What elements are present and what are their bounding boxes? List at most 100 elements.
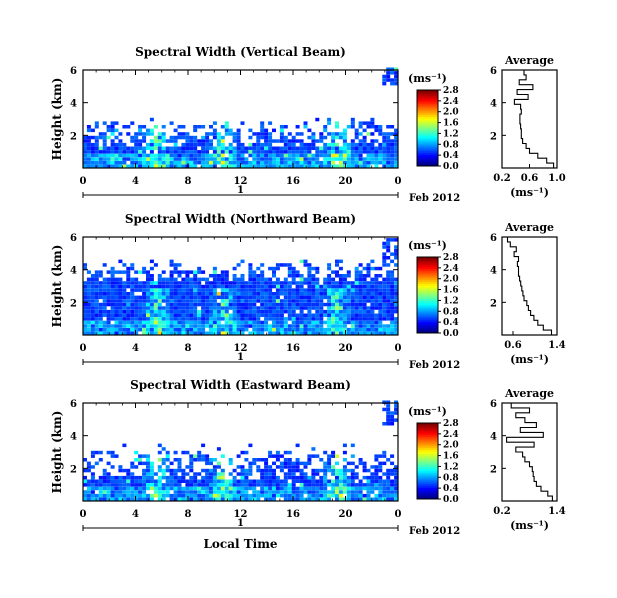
heatmap-cell	[110, 132, 115, 136]
heatmap-cell	[378, 327, 383, 332]
heatmap-cell	[216, 313, 221, 317]
heatmap-cell	[311, 313, 316, 317]
heatmap-cell	[252, 274, 257, 278]
heatmap-cell	[212, 472, 217, 476]
heatmap-cell	[205, 497, 210, 501]
heatmap-cell	[228, 327, 233, 332]
heatmap-cell	[130, 295, 135, 300]
heatmap-cell	[220, 309, 225, 314]
heatmap-cell	[382, 450, 387, 455]
heatmap-cell	[248, 292, 253, 296]
heatmap-cell	[244, 497, 249, 501]
heatmap-cell	[354, 164, 359, 168]
heatmap-cell	[189, 150, 194, 154]
heatmap-cell	[149, 493, 154, 498]
heatmap-cell	[102, 164, 107, 168]
heatmap-cell	[201, 295, 206, 300]
heatmap-cell	[279, 150, 284, 154]
heatmap-cell	[260, 128, 265, 133]
heatmap-cell	[146, 327, 150, 332]
heatmap-cell	[216, 157, 221, 161]
heatmap-cell	[287, 281, 292, 285]
heatmap-cell	[315, 270, 320, 274]
heatmap-cell	[315, 306, 320, 310]
heatmap-cell	[350, 288, 355, 292]
heatmap-cell	[315, 331, 320, 335]
heatmap-cell	[142, 490, 147, 494]
heatmap-cell	[248, 164, 253, 168]
heatmap-cell	[350, 324, 355, 328]
heatmap-cell	[146, 331, 150, 335]
heatmap-cell	[279, 313, 284, 317]
heatmap-cell	[138, 281, 143, 285]
heatmap-cell	[165, 317, 170, 321]
heatmap-cell	[177, 153, 182, 158]
heatmap-cell	[83, 281, 87, 285]
heatmap-cell	[366, 295, 371, 300]
heatmap-cell	[153, 263, 158, 267]
heatmap-cell	[335, 132, 339, 136]
heatmap-cell	[118, 281, 123, 285]
heatmap-cell	[394, 146, 399, 150]
heatmap-cell	[394, 306, 399, 310]
heatmap-cell	[370, 281, 375, 285]
heatmap-cell	[94, 461, 99, 466]
heatmap-cell	[386, 295, 391, 300]
heatmap-cell	[240, 277, 245, 282]
heatmap-cell	[142, 132, 147, 136]
x-tick-label: 0	[80, 343, 87, 354]
colorbar-segment	[417, 109, 438, 112]
heatmap-cell	[335, 475, 339, 480]
heatmap-cell	[177, 475, 182, 480]
heatmap-cell	[366, 121, 371, 125]
heatmap-cell	[98, 295, 103, 300]
heatmap-cell	[177, 284, 182, 289]
heatmap-cell	[248, 465, 253, 469]
heatmap-cell	[157, 317, 162, 321]
heatmap-cell	[86, 281, 91, 285]
heatmap-cell	[386, 142, 391, 147]
y-tick-label: 4	[70, 432, 77, 443]
heatmap-cell	[185, 281, 190, 285]
heatmap-cell	[291, 309, 296, 314]
heatmap-cell	[90, 317, 95, 321]
heatmap-cell	[260, 263, 265, 267]
heatmap-cell	[94, 284, 99, 289]
heatmap-cell	[260, 302, 265, 307]
heatmap-cell	[256, 142, 261, 147]
heatmap-cell	[157, 475, 162, 480]
heatmap-cell	[86, 327, 91, 332]
colorbar-tick-label: 0.8	[443, 140, 459, 150]
heatmap-cell	[90, 299, 95, 303]
y-tick-label: 2	[70, 298, 77, 309]
heatmap-cell	[232, 299, 237, 303]
heatmap-cell	[236, 299, 241, 303]
heatmap-cell	[248, 263, 253, 267]
heatmap-cell	[118, 331, 123, 335]
heatmap-cell	[394, 309, 399, 314]
heatmap-cell	[126, 295, 131, 300]
heatmap-cell	[291, 475, 296, 480]
heatmap-cell	[291, 490, 296, 494]
heatmap-cell	[134, 295, 139, 300]
heatmap-cell	[319, 331, 324, 335]
heatmap-cell	[299, 317, 304, 321]
heatmap-cell	[102, 490, 107, 494]
heatmap-cell	[256, 266, 261, 271]
heatmap-cell	[94, 277, 99, 282]
colorbar-tick-label: 2.0	[443, 108, 459, 118]
heatmap-cell	[394, 327, 399, 332]
heatmap-cell	[279, 139, 284, 143]
heatmap-cell	[173, 306, 178, 310]
heatmap-cell	[366, 497, 371, 501]
heatmap-cell	[142, 454, 147, 458]
heatmap-cell	[264, 306, 269, 310]
heatmap-cell	[331, 139, 336, 143]
heatmap-cell	[94, 483, 99, 487]
heatmap-cell	[134, 479, 139, 483]
heatmap-cell	[224, 309, 229, 314]
heatmap-cell	[382, 288, 387, 292]
heatmap-cell	[358, 160, 363, 165]
heatmap-cell	[228, 331, 233, 335]
heatmap-cell	[142, 479, 147, 483]
